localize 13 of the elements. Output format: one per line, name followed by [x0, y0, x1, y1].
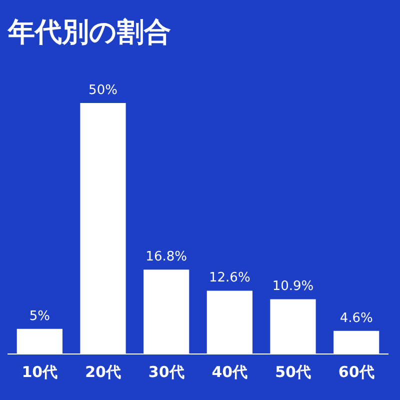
data-label: 10.9%	[272, 279, 314, 294]
x-tick-label: 30代	[148, 362, 184, 381]
x-tick-label: 20代	[85, 362, 121, 381]
data-label: 12.6%	[209, 270, 250, 286]
chart-title: 年代別の割合	[7, 17, 171, 48]
data-label: 4.6%	[340, 310, 373, 326]
x-tick-label: 50代	[275, 362, 311, 381]
data-label: 16.8%	[146, 250, 187, 265]
x-tick-label: 60代	[338, 362, 374, 381]
x-tick-label: 10代	[22, 362, 58, 381]
data-label: 50%	[88, 82, 118, 98]
x-tick-label: 40代	[212, 362, 248, 381]
data-label: 5%	[29, 308, 50, 324]
